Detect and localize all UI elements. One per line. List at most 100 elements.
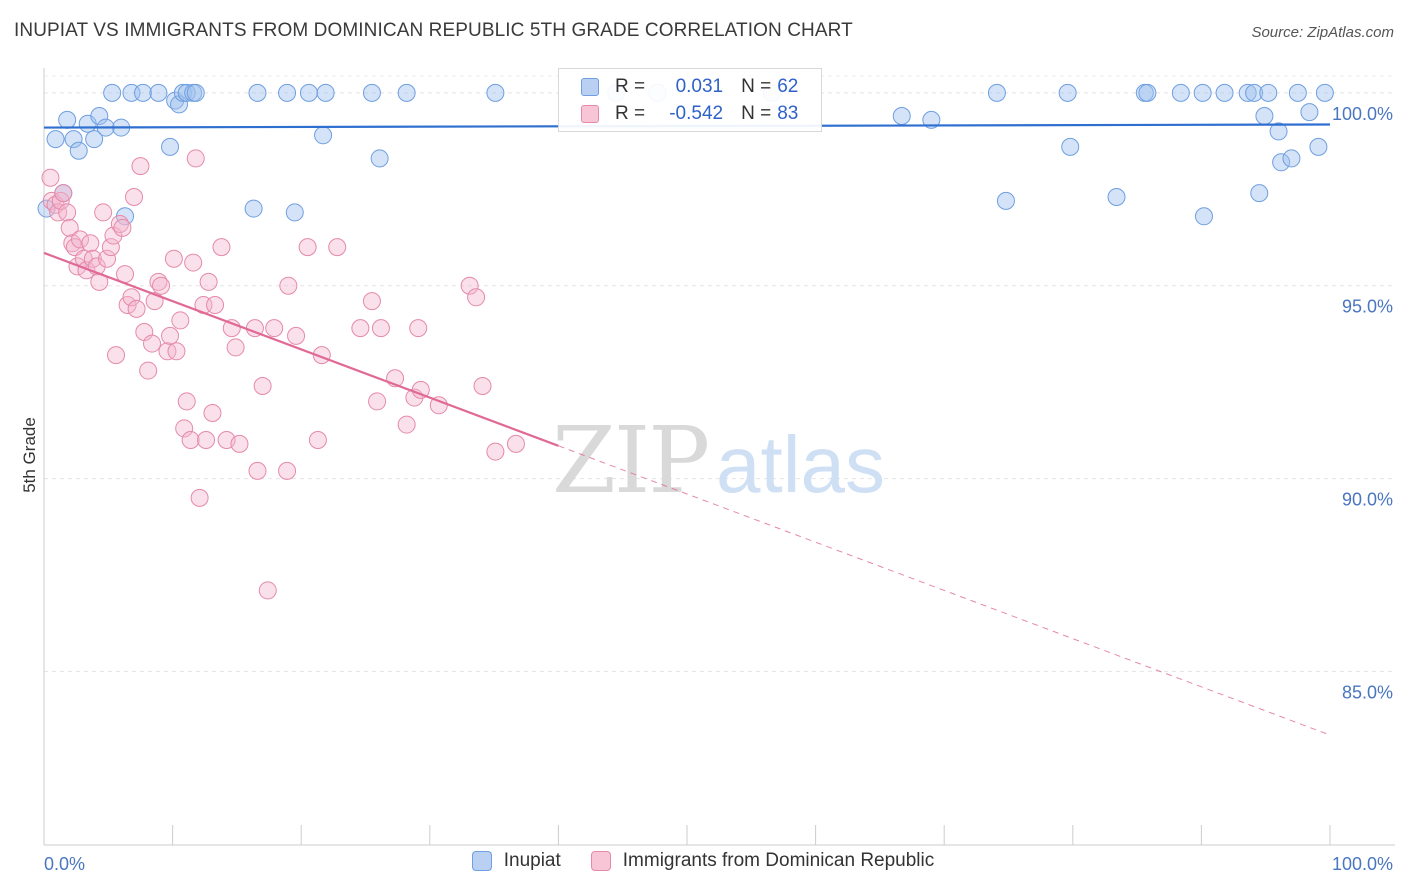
data-point [351, 319, 370, 338]
legend-n-value-dominican: 83 [777, 103, 799, 124]
data-point [85, 130, 104, 149]
series-dominican-points [41, 149, 525, 600]
data-point [1309, 137, 1328, 156]
legend-key-dominican [590, 851, 611, 871]
data-point [143, 334, 162, 353]
data-point [1238, 83, 1257, 102]
data-point [171, 311, 190, 330]
data-point [308, 431, 327, 449]
data-point [287, 326, 306, 345]
data-point [175, 419, 194, 438]
data-point [199, 272, 218, 291]
data-point [125, 188, 144, 206]
data-point [113, 218, 132, 237]
data-point [1250, 184, 1269, 203]
data-point [265, 319, 284, 338]
data-point [1215, 83, 1234, 102]
data-point [46, 130, 65, 149]
legend-r-label: R = [615, 103, 646, 124]
data-point [107, 346, 126, 365]
data-point [409, 319, 428, 338]
data-point [1269, 122, 1288, 141]
data-point [1193, 83, 1212, 102]
data-point [161, 137, 180, 156]
data-point [94, 203, 113, 222]
data-point [161, 326, 180, 345]
legend-row-dominican: R = -0.542 N = 83 [581, 101, 798, 127]
data-point [134, 83, 153, 102]
legend-r-label: R = [615, 76, 646, 97]
data-point [1259, 83, 1278, 102]
data-point [1138, 83, 1157, 102]
legend-label-inupiat: Inupiat [503, 850, 561, 871]
data-point [362, 292, 381, 311]
data-point [397, 83, 416, 102]
data-point [152, 276, 171, 295]
data-point [77, 261, 96, 280]
y-tick-label: 90.0% [1342, 490, 1393, 510]
data-point [892, 107, 911, 125]
data-point [184, 253, 203, 272]
data-point [1171, 83, 1190, 102]
y-tick-label: 95.0% [1342, 297, 1393, 317]
data-point [278, 83, 297, 102]
legend-n-label: N = [741, 76, 772, 97]
data-point [1245, 83, 1264, 102]
data-point [177, 83, 196, 102]
data-point [164, 249, 183, 268]
data-point [122, 288, 141, 307]
trend-line-dashed [558, 445, 1331, 736]
data-point [69, 141, 88, 160]
data-point [987, 83, 1006, 102]
legend-item-inupiat[interactable]: Inupiat [471, 850, 561, 872]
data-point [278, 461, 297, 480]
legend-r-value-inupiat: 0.031 [675, 76, 724, 97]
data-point [253, 377, 272, 395]
data-point [244, 199, 263, 218]
data-point [371, 319, 390, 338]
data-point [467, 288, 486, 307]
data-point [90, 107, 109, 125]
data-point [177, 392, 196, 411]
chart-title: INUPIAT VS IMMIGRANTS FROM DOMINICAN REP… [14, 20, 853, 41]
data-point [1194, 207, 1213, 226]
data-point [181, 431, 200, 449]
source-label: Source: ZipAtlas.com [1251, 24, 1394, 41]
legend-item-dominican[interactable]: Immigrants from Dominican Republic [590, 850, 935, 872]
data-point [230, 434, 249, 453]
data-point [258, 581, 277, 600]
data-point [316, 83, 335, 102]
gridlines [44, 75, 1395, 672]
data-point [203, 404, 222, 422]
data-point [98, 249, 117, 268]
legend-swatch-dominican [581, 105, 599, 123]
legend-r-value-dominican: -0.542 [669, 103, 724, 124]
data-point [486, 83, 505, 102]
data-point [64, 130, 83, 149]
data-point [473, 377, 492, 395]
legend-label-dominican: Immigrants from Dominican Republic [622, 850, 935, 871]
data-point [104, 226, 123, 245]
y-tick-label: 85.0% [1342, 682, 1393, 702]
data-point [299, 83, 318, 102]
data-point [41, 168, 60, 187]
data-point [149, 83, 168, 102]
data-point [1288, 83, 1307, 102]
watermark-zip: ZIP [552, 407, 708, 514]
data-point [922, 110, 941, 129]
data-point [101, 238, 120, 257]
data-point [248, 461, 267, 480]
data-point [173, 83, 192, 102]
legend-key-inupiat [471, 851, 492, 871]
data-point [131, 157, 150, 176]
data-point [370, 149, 389, 168]
data-point [186, 149, 205, 168]
data-point [486, 442, 505, 461]
data-point [1255, 107, 1274, 125]
legend-swatch-inupiat [581, 78, 599, 96]
data-point [167, 342, 186, 361]
data-point [158, 342, 177, 361]
trend-line-solid [43, 251, 559, 447]
data-point [71, 230, 90, 249]
data-point [506, 434, 525, 453]
